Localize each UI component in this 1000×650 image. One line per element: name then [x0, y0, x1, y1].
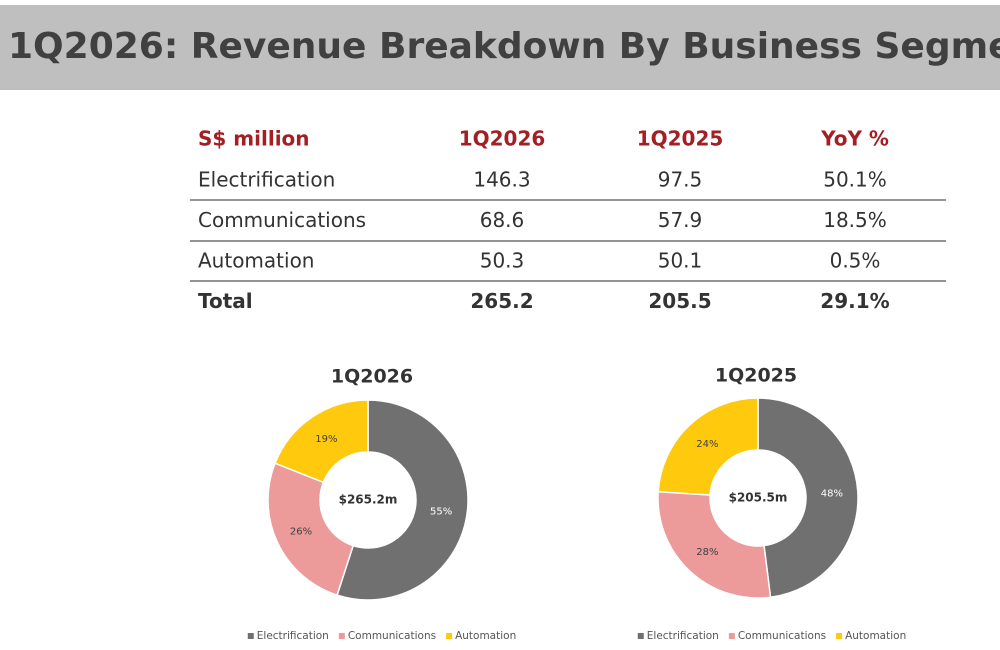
table-cell: Electrification [198, 168, 335, 192]
table-cell: 57.9 [658, 208, 703, 232]
legend-label: Automation [455, 630, 516, 642]
table-cell: 50.1% [823, 168, 887, 192]
legend: Electrification Communications Automation [637, 630, 906, 642]
table-cell: 29.1% [820, 289, 889, 313]
slice-label: 24% [696, 439, 718, 450]
column-header: YoY % [820, 127, 889, 151]
chart-title: 1Q2026 [331, 366, 413, 388]
table-cell: Communications [198, 208, 366, 232]
legend: Electrification Communications Automation [247, 630, 516, 642]
slice-label: 19% [315, 434, 337, 445]
column-header: 1Q2026 [459, 127, 546, 151]
table-cell: 146.3 [473, 168, 530, 192]
table-cell: 0.5% [830, 249, 881, 273]
slice-label: 28% [696, 547, 718, 558]
legend-swatch [637, 633, 644, 639]
legend-label: Communications [348, 630, 436, 642]
legend-swatch [338, 633, 345, 639]
donut-slice [336, 399, 469, 601]
center-label: $205.5m [729, 491, 788, 505]
slice-label: 26% [290, 527, 312, 538]
table-cell: 265.2 [470, 289, 533, 313]
table-cell: Automation [198, 249, 314, 273]
chart-title: 1Q2025 [715, 365, 797, 387]
slide-title: 1Q2026: Revenue Breakdown By Business Se… [8, 26, 1000, 67]
column-header: S$ million [198, 127, 310, 151]
legend-label: Electrification [647, 630, 719, 642]
donut-slice [657, 397, 759, 496]
legend-label: Communications [738, 630, 826, 642]
legend-swatch [247, 633, 254, 639]
table-cell: 50.3 [480, 249, 525, 273]
slice-label: 55% [430, 507, 452, 518]
title-bar [0, 5, 1000, 90]
table-cell: Total [198, 289, 253, 313]
donut-slice [757, 397, 859, 599]
legend-label: Electrification [257, 630, 329, 642]
center-label: $265.2m [339, 493, 398, 507]
table-cell: 18.5% [823, 208, 887, 232]
table-cell: 68.6 [480, 208, 525, 232]
legend-swatch [728, 633, 735, 639]
legend-swatch [446, 633, 453, 639]
table-cell: 97.5 [658, 168, 703, 192]
donut-slice [267, 462, 355, 597]
donut-slice [657, 490, 772, 599]
donut-slice [274, 399, 369, 484]
table-cell: 50.1 [658, 249, 703, 273]
column-header: 1Q2025 [637, 127, 724, 151]
legend-label: Automation [845, 630, 906, 642]
slice-label: 48% [821, 488, 843, 499]
legend-swatch [836, 633, 843, 639]
table-cell: 205.5 [648, 289, 711, 313]
